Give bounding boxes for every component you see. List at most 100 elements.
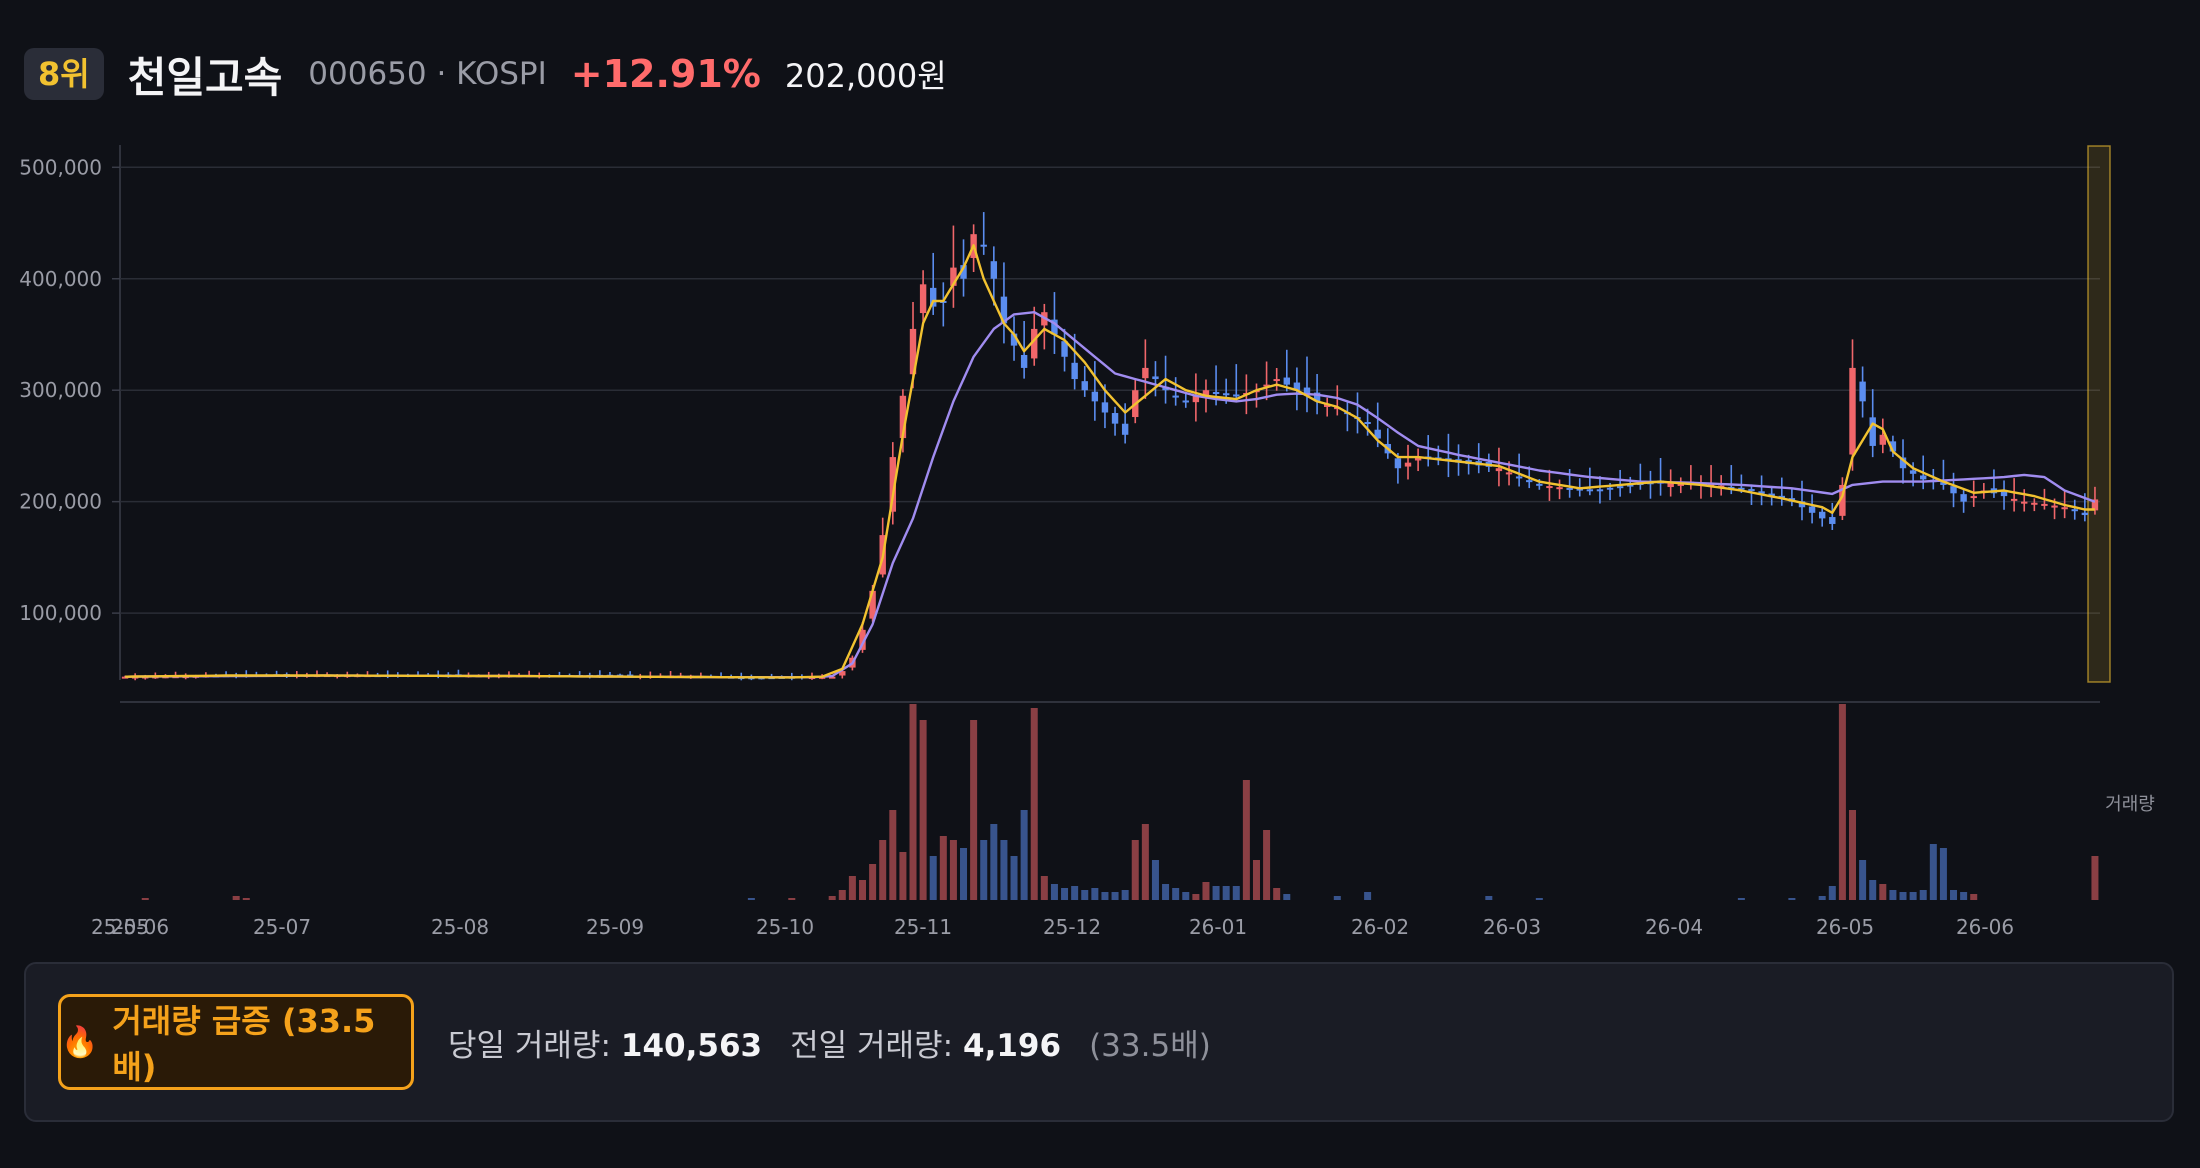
today-volume-value: 140,563 [620,1027,763,1064]
volume-bar [889,810,897,900]
candle-body [2041,503,2048,506]
volume-bar [1909,892,1917,900]
volume-surge-badge[interactable]: 🔥 거래량 급증 (33.5배) [58,994,414,1090]
candle-body [1859,381,1866,402]
stock-code-market: 000650 · KOSPI [308,56,547,92]
volume-bar [949,840,957,900]
volume-bar [879,840,887,900]
candle-body [1495,468,1503,472]
volume-bar [1869,880,1877,900]
candle-body [1748,489,1755,492]
candle-body [1020,354,1028,368]
candle-body [1940,482,1947,485]
candle-body [1364,422,1371,425]
x-tick-label: 26-02 [1351,915,1409,939]
candle-body [1031,328,1038,359]
candle-body [1586,489,1594,492]
volume-bar [1859,860,1867,900]
candle-body [1546,486,1553,489]
candle-body [1303,387,1311,396]
x-tick-label: 25-05 [91,915,149,939]
candle-body [1273,379,1280,382]
candle-body [1010,333,1018,346]
volume-bar [1232,886,1240,900]
candle-body [1121,423,1129,435]
candle-body [2031,502,2038,505]
volume-bar [1535,898,1543,900]
volume-bar [1040,876,1048,900]
volume-bar [1788,898,1796,900]
candle-body [1758,491,1765,494]
volume-bar [1131,840,1139,900]
candle-body [909,328,917,375]
volume-bar [1172,888,1180,900]
x-tick-label: 26-06 [1956,915,2014,939]
candle-body [960,265,967,279]
x-tick-label: 25-10 [756,915,814,939]
candle-body [1394,458,1402,469]
candle-body [1909,470,1917,474]
volume-bar [1061,888,1069,900]
current-price: 202,000원 [784,57,947,95]
volume-bar [899,852,907,900]
price-chart: 100,000 200,000 300,000 400,000 500,000 거래량 25… [19,145,2155,939]
candle-body [2010,498,2018,501]
candle-body [1950,486,1957,494]
prev-volume-label: 전일 거래량: [790,1027,954,1064]
volume-bar [1899,892,1907,900]
volume-bar [1849,810,1856,900]
volume-bar [1141,824,1149,900]
x-tick-label: 25-11 [894,915,952,939]
volume-bar [1838,704,1846,900]
candle-body [1818,511,1826,519]
candle-body [1323,404,1331,407]
rank-badge: 8위 [24,48,104,100]
candle-body [1899,457,1907,469]
volume-bar [1182,892,1190,900]
candle-body [1404,462,1412,467]
volume-bar [960,848,968,900]
x-tick-label: 26-04 [1645,915,1703,939]
volume-surge-panel: 🔥 거래량 급증 (33.5배) 당일 거래량: 140,563 전일 거래량:… [24,962,2174,1122]
candle-body [1283,377,1290,385]
x-tick-label: 25-08 [431,915,489,939]
volume-bar [919,720,927,900]
candle-body [1182,400,1189,403]
volume-bar [788,898,796,900]
candle-body [930,287,937,307]
candle-body [1576,488,1583,491]
candle-body [828,676,836,679]
x-tick-label: 26-03 [1483,915,1541,939]
volume-bar [1889,890,1897,900]
candle-body [980,244,987,247]
volume-bar [990,824,998,900]
candle-body [1000,296,1008,324]
volume-bar [747,898,755,900]
volume-bar [1050,884,1058,900]
volume-bar [859,880,866,900]
candle-body [1101,402,1109,413]
y-tick-label: 100,000 [19,601,102,625]
x-tick-label: 25-07 [253,915,311,939]
volume-bar [1020,810,1028,900]
volume-bar [1929,844,1937,900]
volume-bar [1939,848,1947,900]
volume-bar [838,890,846,900]
volume-bar [939,836,947,900]
candle-body [1091,391,1099,402]
candle-body [899,395,907,439]
volume-bar [1151,860,1159,900]
candle-body [1556,487,1563,490]
candle-body [2000,490,2008,497]
candle-body [1263,384,1270,387]
candle-body [1839,484,1846,516]
candle-body [1081,381,1088,391]
volume-stats: 당일 거래량: 140,563 전일 거래량: 4,196 (33.5배) [448,1020,1211,1065]
candle-body [1869,417,1876,446]
candle-body [1960,494,1967,502]
candle-body [1849,367,1856,455]
candle-body [1889,441,1897,452]
volume-bar [1212,886,1220,900]
candle-body [1829,517,1836,524]
candle-body [1627,484,1634,487]
